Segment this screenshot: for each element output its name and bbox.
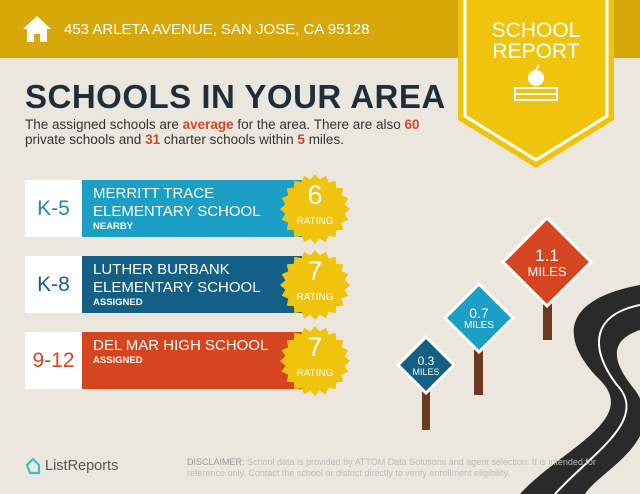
road-line xyxy=(554,304,640,494)
distance-label: 0.7 MILES xyxy=(463,305,494,331)
starburst-icon xyxy=(280,174,350,244)
distance-sign xyxy=(442,281,516,355)
apple-books-icon xyxy=(514,64,558,101)
school-name: MERRITT TRACE ELEMENTARY SCHOOL xyxy=(93,185,261,220)
rating-badge: 7 RATING xyxy=(280,326,350,396)
rating-badge: 6 RATING xyxy=(280,174,350,244)
sign-post xyxy=(543,280,552,340)
rating-value: 7 xyxy=(307,332,323,362)
house-icon xyxy=(23,16,51,42)
grade-level: K-8 xyxy=(25,256,82,313)
grade-level: K-5 xyxy=(25,180,82,237)
school-status: NEARBY xyxy=(93,221,134,232)
rating-label: RATING xyxy=(296,368,334,379)
disclaimer: DISCLAIMER: School data is provided by A… xyxy=(187,457,596,478)
rating-label: RATING xyxy=(296,292,334,303)
distance-sign xyxy=(500,215,594,309)
sign-post xyxy=(474,335,483,395)
logo-icon xyxy=(25,457,41,475)
rating-badge: 7 RATING xyxy=(280,250,350,320)
summary-text: The assigned schools are average for the… xyxy=(25,117,420,147)
school-report-badge xyxy=(458,0,614,168)
listreports-logo[interactable]: ListReports xyxy=(25,457,118,475)
grade-level: 9-12 xyxy=(25,332,82,389)
starburst-icon xyxy=(280,326,350,396)
rating-label: RATING xyxy=(296,216,334,227)
school-row[interactable]: 9-12 DEL MAR HIGH SCHOOL ASSIGNED 7 RATIN… xyxy=(25,326,355,396)
distance-sign xyxy=(395,334,457,396)
school-row[interactable]: K-5 MERRITT TRACE ELEMENTARY SCHOOL NEARB… xyxy=(25,174,355,244)
school-info: LUTHER BURBANK ELEMENTARY SCHOOL ASSIGNED xyxy=(82,256,302,313)
road xyxy=(520,285,640,494)
starburst-icon xyxy=(280,250,350,320)
school-info: MERRITT TRACE ELEMENTARY SCHOOL NEARBY xyxy=(82,180,302,237)
distance-label: 1.1 MILES xyxy=(527,246,567,279)
rating-value: 7 xyxy=(307,256,323,286)
property-address: 453 ARLETA AVENUE, SAN JOSE, CA 95128 xyxy=(64,21,370,38)
rating-value: 6 xyxy=(307,180,323,210)
distance-label: 0.3 MILES xyxy=(412,354,440,377)
school-name: DEL MAR HIGH SCHOOL xyxy=(93,337,269,354)
school-row[interactable]: K-8 LUTHER BURBANK ELEMENTARY SCHOOL ASSI… xyxy=(25,250,355,320)
school-name: LUTHER BURBANK ELEMENTARY SCHOOL xyxy=(93,261,261,296)
school-info: DEL MAR HIGH SCHOOL ASSIGNED xyxy=(82,332,302,389)
school-status: ASSIGNED xyxy=(93,355,143,366)
badge-title: SCHOOL REPORT xyxy=(491,19,581,63)
sign-post xyxy=(422,380,430,430)
school-status: ASSIGNED xyxy=(93,297,143,308)
page-title: SCHOOLS IN YOUR AREA xyxy=(25,78,446,115)
